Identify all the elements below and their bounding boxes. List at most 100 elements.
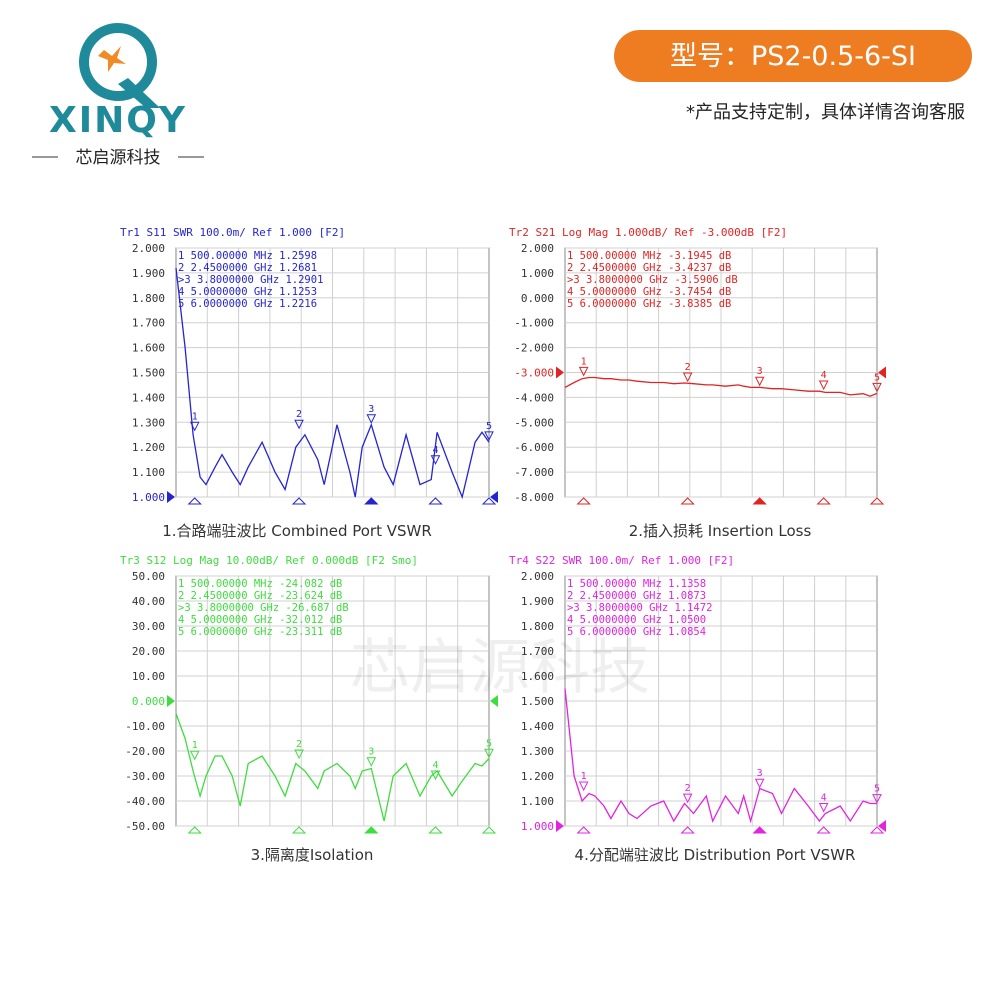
marker-id: 1 [192, 740, 198, 751]
chart-caption: 3.隔离度Isolation [251, 846, 374, 864]
marker-id: 4 [821, 370, 827, 381]
marker [682, 793, 693, 804]
y-tick-label: 50.00 [132, 570, 165, 583]
marker-foot [364, 497, 379, 505]
model: 型号：PS2-0.5-6-SI [670, 41, 916, 72]
marker-row: 5 6.0000000 GHz 1.2216 [178, 298, 317, 310]
logo-tail [118, 78, 160, 108]
y-tick-label: 1.300 [132, 416, 165, 429]
marker-foot [576, 497, 591, 505]
marker [872, 794, 882, 804]
marker [754, 778, 765, 789]
marker-row: 2 2.4500000 GHz -23.624 dB [178, 590, 342, 602]
y-tick-label: 20.00 [132, 645, 165, 658]
marker [366, 757, 377, 767]
marker [430, 770, 441, 781]
marker-row: 5 6.0000000 GHz -23.311 dB [178, 626, 342, 638]
marker-foot [481, 497, 497, 505]
marker-row: 4 5.0000000 GHz -32.012 dB [178, 614, 342, 626]
model-pill [614, 30, 972, 82]
y-tick-label: 1.200 [521, 770, 554, 783]
marker-id: 5 [874, 784, 880, 795]
marker-foot [576, 826, 591, 834]
y-tick-label: -4.000 [514, 391, 554, 404]
marker-foot [869, 826, 885, 834]
marker-id: 5 [486, 421, 492, 432]
reference-marker [167, 491, 175, 503]
marker-foot [291, 826, 307, 834]
marker-row: 4 5.0000000 GHz 1.0500 [567, 614, 706, 626]
y-tick-label: 2.000 [521, 570, 554, 583]
y-tick-label: 1.100 [132, 466, 165, 479]
marker [818, 803, 829, 813]
marker-foot [816, 826, 831, 834]
marker-id: 2 [296, 739, 302, 750]
marker [189, 750, 200, 761]
marker-row: 2 2.4500000 GHz 1.2681 [178, 262, 317, 274]
marker-row: >3 3.8000000 GHz -3.5906 dB [567, 274, 738, 286]
y-tick-label: 1.400 [521, 720, 554, 733]
y-tick-label: 10.00 [132, 670, 165, 683]
reference-marker [490, 695, 498, 707]
marker-row: 4 5.0000000 GHz 1.1253 [178, 286, 317, 298]
y-tick-label: -20.00 [125, 745, 165, 758]
marker-row: >3 3.8000000 GHz -26.687 dB [178, 602, 349, 614]
marker-id: 1 [192, 411, 198, 422]
trace [175, 267, 490, 500]
marker-row: 1 500.00000 MHz 1.2598 [178, 250, 317, 262]
marker-id: 2 [685, 783, 691, 794]
marker-row: 1 500.00000 MHz -3.1945 dB [567, 250, 731, 262]
reference-marker [556, 366, 564, 379]
y-tick-label: 1.900 [132, 267, 165, 280]
y-tick-label: -10.00 [125, 720, 165, 733]
trace-header: Tr1 S11 SWR 100.0m/ Ref 1.000 [F2] [120, 226, 345, 239]
marker [430, 455, 441, 465]
marker-row: 5 6.0000000 GHz 1.0854 [567, 626, 706, 638]
reference-marker [878, 366, 886, 379]
y-tick-label: 2.000 [132, 242, 165, 255]
y-tick-label: 1.000 [132, 491, 165, 504]
trace [564, 688, 877, 824]
marker-foot [752, 497, 767, 505]
y-tick-label: -2.000 [514, 342, 554, 355]
marker-id: 2 [296, 409, 302, 420]
marker-id: 5 [486, 738, 492, 749]
y-tick-label: 1.500 [521, 695, 554, 708]
y-tick-label: 1.500 [132, 367, 165, 380]
y-tick-label: -7.000 [514, 466, 554, 479]
marker [294, 749, 304, 760]
marker [189, 421, 200, 432]
y-tick-label: 1.800 [132, 292, 165, 305]
y-tick-label: 0.000 [132, 695, 165, 708]
y-tick-label: 1.700 [521, 645, 554, 658]
marker [578, 781, 589, 792]
y-tick-label: 30.00 [132, 620, 165, 633]
marker-foot [680, 497, 695, 505]
marker-id: 3 [368, 747, 374, 758]
chart-caption: 2.插入损耗 Insertion Loss [629, 522, 812, 540]
marker-foot [680, 826, 695, 834]
marker-id: 5 [874, 372, 880, 383]
y-tick-label: 40.00 [132, 595, 165, 608]
chart-caption: 1.合路端驻波比 Combined Port VSWR [162, 522, 432, 540]
logo-star [98, 46, 126, 72]
y-tick-label: 1.100 [521, 795, 554, 808]
marker [682, 372, 693, 383]
trace-header: Tr4 S22 SWR 100.0m/ Ref 1.000 [F2] [509, 554, 734, 567]
marker-row: 2 2.4500000 GHz 1.0873 [567, 590, 706, 602]
y-tick-label: -40.00 [125, 795, 165, 808]
vna-chart: 2.000 1.000 0.000 -1.000 -2.000 -3.000 -4.000 -… [509, 226, 886, 540]
vna-chart: 2.000 1.900 1.800 1.700 1.600 1.500 1.400 1.300… [120, 226, 498, 540]
logo [79, 23, 160, 108]
marker-row: 1 500.00000 MHz -24.082 dB [178, 578, 342, 590]
marker-foot [291, 497, 307, 505]
y-tick-label: -50.00 [125, 820, 165, 833]
y-tick-label: 1.600 [132, 342, 165, 355]
marker-foot [187, 826, 202, 834]
marker [578, 366, 589, 377]
marker-id: 4 [432, 760, 438, 771]
y-tick-label: 1.000 [521, 820, 554, 833]
trace-header: Tr3 S12 Log Mag 10.00dB/ Ref 0.000dB [F2… [120, 554, 418, 567]
